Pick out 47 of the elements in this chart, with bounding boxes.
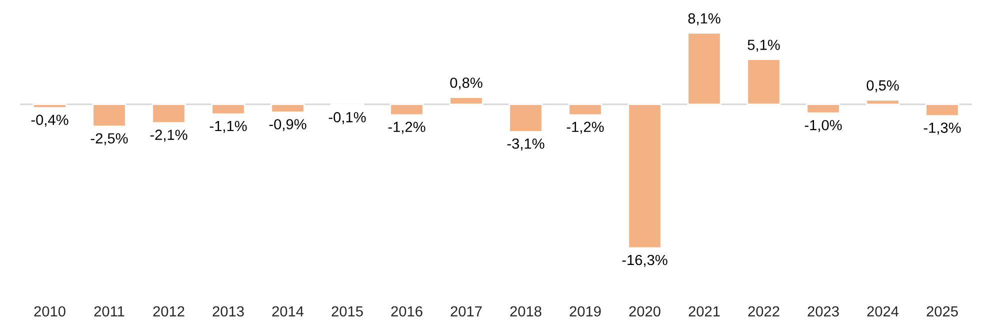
x-tick-label: 2024 xyxy=(867,306,899,317)
data-label: -1,2% xyxy=(388,122,426,134)
data-label: 8,1% xyxy=(688,13,720,26)
data-label: -2,5% xyxy=(90,133,128,146)
x-tick-label: 2018 xyxy=(510,306,542,317)
bar xyxy=(390,104,424,116)
bar xyxy=(866,99,900,106)
data-label: -3,1% xyxy=(507,138,544,151)
data-label: -1,0% xyxy=(804,120,842,132)
bar xyxy=(32,104,67,109)
bar xyxy=(152,104,186,124)
data-label: 0,8% xyxy=(450,78,482,90)
bar xyxy=(92,104,126,128)
bar xyxy=(687,32,722,106)
bar xyxy=(628,104,662,249)
x-tick-label: 2016 xyxy=(391,306,422,317)
data-label: -0,4% xyxy=(31,114,68,127)
data-label: 5,1% xyxy=(748,40,780,52)
x-tick-label: 2022 xyxy=(748,306,780,317)
data-label: -1,3% xyxy=(924,122,961,135)
x-tick-label: 2011 xyxy=(94,306,124,317)
data-label: -16,3% xyxy=(622,254,668,267)
data-label: -0,9% xyxy=(269,119,306,132)
x-tick-label: 2023 xyxy=(808,306,839,317)
data-label: -1,1% xyxy=(210,120,247,133)
x-tick-label: 2012 xyxy=(153,306,184,317)
x-tick-label: 2014 xyxy=(272,306,304,317)
x-tick-label: 2010 xyxy=(34,306,66,317)
bar xyxy=(925,104,960,116)
bar xyxy=(449,96,484,106)
x-tick-label: 2025 xyxy=(926,306,958,317)
bar xyxy=(746,58,781,106)
x-tick-label: 2019 xyxy=(570,306,601,317)
data-label: -2,1% xyxy=(150,130,188,142)
bar xyxy=(270,104,305,113)
bar xyxy=(806,104,840,114)
bar xyxy=(211,104,246,115)
bar xyxy=(568,104,602,116)
x-tick-label: 2015 xyxy=(332,306,363,317)
bar xyxy=(508,104,543,132)
data-label: -1,2% xyxy=(566,122,604,134)
x-tick-label: 2020 xyxy=(629,306,660,317)
data-label: 0,5% xyxy=(866,80,899,92)
data-label: -0,1% xyxy=(328,112,366,124)
x-tick-label: 2021 xyxy=(688,306,720,317)
x-tick-label: 2017 xyxy=(450,306,482,317)
x-tick-label: 2013 xyxy=(212,306,244,317)
